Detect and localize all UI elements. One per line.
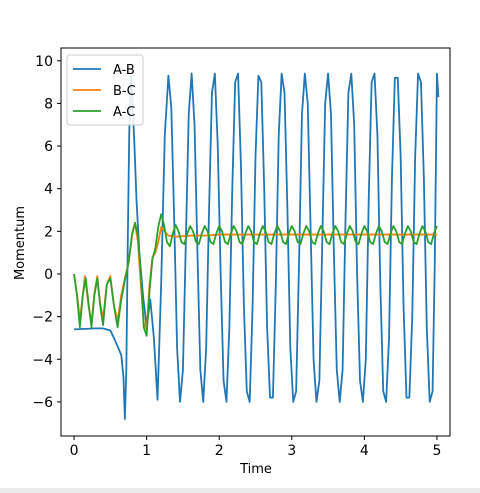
bottom-scrollbar-strip	[0, 488, 480, 493]
y-tick-label: −2	[32, 310, 53, 326]
y-tick-label: 10	[35, 54, 53, 70]
x-tick-label: 2	[215, 443, 224, 459]
legend-label: A-C	[113, 105, 135, 120]
legend-label: A-B	[113, 63, 135, 78]
y-tick-label: −6	[32, 395, 53, 411]
x-tick-label: 1	[142, 443, 151, 459]
plot-frame	[60, 47, 451, 437]
series-layer	[73, 72, 440, 420]
y-tick-label: 0	[44, 267, 53, 283]
x-tick-label: 0	[70, 443, 79, 459]
y-tick-label: −4	[32, 352, 53, 368]
legend: A-B B-C A-C	[66, 54, 144, 126]
y-tick-label: 4	[44, 182, 53, 198]
x-axis: 0 1 2 3 4 5	[70, 436, 441, 459]
x-tick-label: 3	[287, 443, 296, 459]
legend-box	[66, 54, 144, 126]
x-tick-label: 5	[432, 443, 441, 459]
y-axis-label: Momentum	[13, 206, 28, 280]
x-tick-label: 4	[360, 443, 369, 459]
x-axis-label: Time	[239, 462, 272, 477]
y-tick-label: 2	[44, 224, 53, 240]
y-tick-label: 8	[44, 96, 53, 112]
series-line-a-c	[73, 213, 438, 337]
y-tick-label: 6	[44, 139, 53, 155]
legend-label: B-C	[113, 84, 136, 99]
y-axis: −6 −4 −2 0 2 4 6 8 10	[32, 54, 61, 411]
